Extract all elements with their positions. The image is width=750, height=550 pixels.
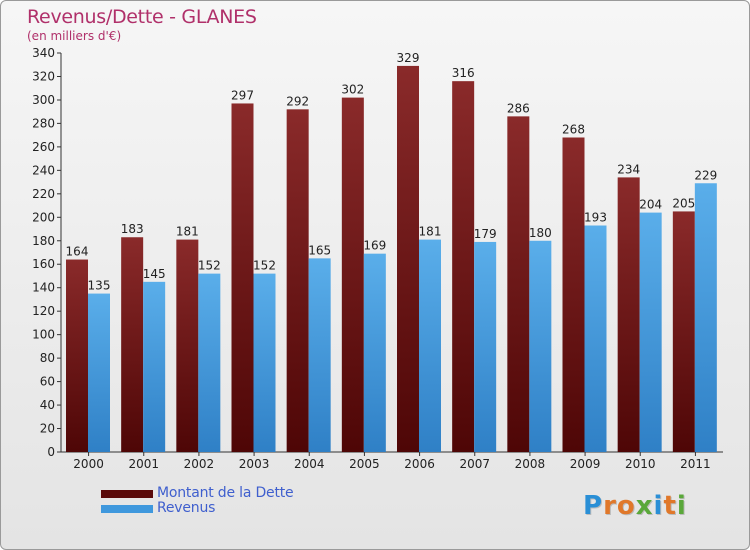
value-label-revenus: 229	[694, 168, 717, 182]
x-tick-label: 2007	[459, 457, 490, 471]
x-tick-label: 2001	[128, 457, 159, 471]
legend-label-revenus: Revenus	[157, 500, 216, 516]
bar-dette	[176, 239, 199, 452]
bar-dette	[231, 103, 254, 452]
y-tick-label: 140	[32, 281, 55, 295]
value-label-dette: 234	[617, 162, 640, 176]
bar-dette	[341, 97, 364, 452]
bar-revenus	[198, 273, 221, 452]
x-tick-label: 2006	[404, 457, 435, 471]
value-label-revenus: 204	[639, 198, 662, 212]
value-label-revenus: 180	[529, 226, 552, 240]
value-label-revenus: 181	[419, 225, 442, 239]
bar-revenus	[584, 225, 607, 452]
value-label-revenus: 152	[253, 259, 276, 273]
x-tick-label: 2010	[625, 457, 656, 471]
logo-letter: P	[583, 491, 604, 521]
y-tick-label: 20	[40, 422, 55, 436]
bar-dette	[397, 65, 419, 453]
x-tick-label: 2011	[680, 457, 711, 471]
value-label-dette: 286	[507, 101, 530, 115]
value-label-revenus: 152	[198, 259, 221, 273]
x-tick-label: 2008	[515, 457, 546, 471]
bar-dette	[672, 211, 695, 452]
bar-dette	[121, 237, 144, 452]
bar-dette	[286, 109, 309, 453]
value-label-dette: 302	[341, 83, 364, 97]
value-label-dette: 268	[562, 122, 585, 136]
x-tick-label: 2009	[570, 457, 601, 471]
bar-dette	[452, 81, 475, 452]
value-label-revenus: 165	[308, 243, 331, 257]
value-label-revenus: 179	[474, 227, 497, 241]
bar-revenus	[308, 258, 331, 452]
logo-letter: t	[663, 491, 677, 521]
bar-revenus	[694, 183, 717, 452]
y-tick-label: 320	[32, 69, 55, 83]
value-label-dette: 292	[286, 94, 309, 108]
logo-letter: x	[635, 491, 654, 521]
axes: 0 20 40 60 80 100 120 140 160 180 200 220 240 260 280 3…	[32, 46, 723, 471]
y-tick-label: 40	[40, 398, 55, 412]
bar-revenus	[419, 239, 441, 452]
legend-swatch-revenus	[101, 505, 153, 513]
bar-dette	[562, 137, 585, 452]
value-label-revenus: 135	[88, 279, 111, 293]
value-label-dette: 181	[176, 225, 199, 239]
y-tick-label: 0	[47, 445, 55, 459]
value-label-revenus: 145	[143, 267, 166, 281]
value-labels: 164 135 183 145 181 152 297 152 292 165 302 169 329 1…	[66, 51, 718, 293]
y-tick-label: 160	[32, 257, 55, 271]
value-label-dette: 316	[452, 66, 475, 80]
bar-dette	[617, 177, 640, 453]
bar-revenus	[529, 240, 552, 452]
x-tick-label: 2004	[294, 457, 325, 471]
y-tick-label: 180	[32, 234, 55, 248]
value-label-dette: 297	[231, 88, 254, 102]
bar-revenus	[143, 281, 166, 452]
y-tick-label: 100	[32, 328, 55, 342]
value-label-dette: 164	[66, 245, 89, 259]
logo-letter: i	[676, 491, 687, 521]
x-tick-label: 2005	[349, 457, 380, 471]
y-tick-label: 80	[40, 351, 55, 365]
bar-dette	[507, 116, 530, 452]
proxiti-logo: Proxiti	[583, 491, 687, 521]
y-tick-label: 120	[32, 304, 55, 318]
y-tick-label: 280	[32, 116, 55, 130]
bar-revenus	[474, 241, 497, 452]
y-tick-label: 240	[32, 163, 55, 177]
y-tick-label: 340	[32, 46, 55, 60]
x-tick-label: 2000	[73, 457, 104, 471]
bar-revenus	[88, 293, 110, 452]
y-tick-label: 200	[32, 210, 55, 224]
bar-revenus	[363, 253, 386, 452]
chart-title: Revenus/Dette - GLANES	[27, 6, 257, 28]
value-label-dette: 205	[672, 196, 695, 210]
value-label-revenus: 193	[584, 211, 607, 225]
y-tick-label: 60	[40, 375, 55, 389]
bars	[66, 65, 717, 453]
logo-letter: r	[603, 491, 617, 521]
chart-subtitle: (en milliers d'€)	[27, 29, 122, 43]
y-tick-label: 220	[32, 187, 55, 201]
value-label-dette: 329	[397, 51, 420, 65]
legend-label-dette: Montant de la Dette	[157, 485, 294, 501]
x-tick-label: 2003	[239, 457, 270, 471]
value-label-revenus: 169	[363, 239, 386, 253]
x-tick-label: 2002	[184, 457, 215, 471]
bar-dette	[66, 259, 88, 452]
bar-revenus	[253, 273, 276, 452]
logo-letter: o	[616, 491, 636, 521]
value-label-dette: 183	[121, 222, 144, 236]
y-tick-label: 300	[32, 93, 55, 107]
bar-revenus	[639, 212, 662, 452]
y-tick-label: 260	[32, 140, 55, 154]
legend-swatch-dette	[101, 490, 153, 498]
logo-letter: i	[653, 491, 664, 521]
